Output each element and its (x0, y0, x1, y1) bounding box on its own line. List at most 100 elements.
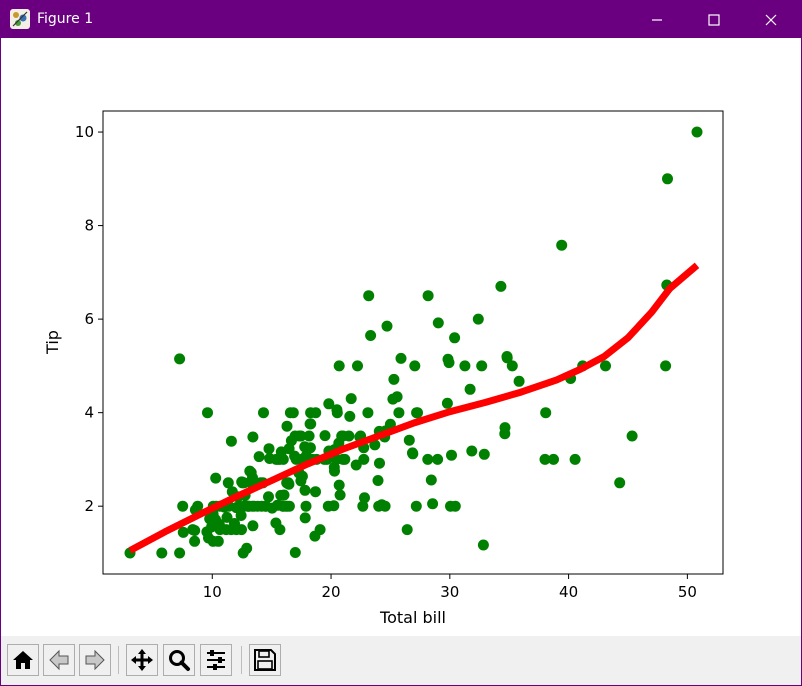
data-point (274, 524, 286, 536)
scatter-chart: 10 20 30 40 50 2 4 6 8 10 Total bill Tip (43, 110, 724, 627)
x-axis-label: Total bill (379, 608, 446, 627)
y-axis-ticks: 2 4 6 8 10 (75, 123, 103, 515)
scatter-points (124, 126, 703, 559)
arrow-right-icon (85, 649, 105, 671)
data-point (409, 360, 421, 372)
data-point (235, 510, 247, 521)
data-point (258, 407, 269, 419)
data-point (189, 535, 201, 547)
app-logo-icon (10, 9, 30, 29)
data-point (472, 313, 484, 325)
data-point (253, 451, 265, 463)
data-point (365, 330, 377, 341)
data-point (691, 126, 703, 138)
data-point (174, 547, 186, 559)
arrow-left-icon (49, 649, 69, 671)
maximize-icon (708, 14, 720, 26)
figure-canvas: 10 20 30 40 50 2 4 6 8 10 Total bill Tip (1, 38, 801, 636)
data-point (263, 491, 274, 503)
data-point (299, 484, 311, 496)
data-point (277, 453, 289, 465)
data-point (343, 430, 355, 442)
configure-subplots-button[interactable] (200, 644, 232, 676)
data-point (300, 500, 312, 512)
data-point (410, 500, 422, 512)
data-point (499, 422, 511, 434)
data-point (236, 524, 247, 536)
data-point (331, 407, 343, 419)
data-point (449, 332, 461, 344)
minimize-button[interactable] (634, 1, 680, 38)
data-point (539, 453, 551, 465)
home-button[interactable] (7, 644, 39, 676)
data-point (540, 407, 552, 419)
data-point (247, 431, 259, 443)
data-point (495, 280, 507, 292)
data-point (177, 500, 189, 512)
data-point (359, 492, 370, 504)
data-point (247, 472, 258, 484)
pan-button[interactable] (126, 644, 158, 676)
data-point (296, 470, 308, 482)
data-point (401, 524, 413, 536)
data-point (393, 407, 405, 419)
maximize-button[interactable] (691, 1, 737, 38)
data-point (374, 457, 385, 469)
close-button[interactable] (748, 1, 794, 38)
data-point (212, 535, 224, 547)
data-point (358, 453, 370, 465)
data-point (569, 453, 581, 465)
data-point (476, 360, 488, 372)
magnifier-icon (169, 650, 190, 671)
data-point (295, 430, 307, 442)
data-point (189, 525, 201, 536)
x-tick-label: 10 (203, 583, 222, 601)
data-point (600, 360, 611, 372)
data-point (299, 512, 311, 524)
data-point (427, 498, 439, 510)
data-point (225, 435, 237, 447)
data-point (283, 478, 295, 490)
y-tick-label: 2 (84, 497, 94, 515)
data-point (548, 453, 559, 465)
forward-button[interactable] (79, 644, 111, 676)
data-point (241, 542, 253, 554)
move-icon (131, 649, 153, 671)
y-tick-label: 8 (84, 217, 94, 235)
data-point (289, 547, 301, 558)
data-point (328, 500, 340, 512)
data-point (466, 445, 478, 457)
x-axis-ticks: 10 20 30 40 50 (203, 574, 697, 601)
data-point (379, 500, 391, 512)
navigation-toolbar (1, 636, 801, 685)
home-icon (13, 651, 33, 669)
data-point (314, 524, 326, 536)
data-point (278, 489, 290, 501)
close-icon (765, 14, 777, 26)
x-tick-label: 50 (678, 583, 697, 601)
data-point (333, 360, 345, 372)
zoom-button[interactable] (163, 644, 195, 676)
data-point (441, 397, 453, 409)
data-point (344, 410, 356, 422)
data-point (432, 317, 444, 329)
back-button[interactable] (43, 644, 75, 676)
toolbar-separator (118, 646, 119, 674)
data-point (333, 479, 345, 491)
data-point (391, 391, 403, 403)
x-tick-label: 20 (321, 583, 340, 601)
data-point (222, 477, 234, 489)
data-point (446, 449, 457, 461)
toolbar-separator (241, 646, 242, 674)
data-point (310, 407, 322, 419)
data-point (352, 360, 363, 372)
trend-curve (128, 262, 700, 554)
save-figure-button[interactable] (249, 644, 281, 676)
data-point (407, 448, 419, 460)
data-point (422, 290, 434, 302)
data-point (323, 398, 335, 410)
y-tick-label: 6 (84, 310, 94, 328)
data-point (403, 434, 415, 446)
data-point (501, 352, 513, 364)
